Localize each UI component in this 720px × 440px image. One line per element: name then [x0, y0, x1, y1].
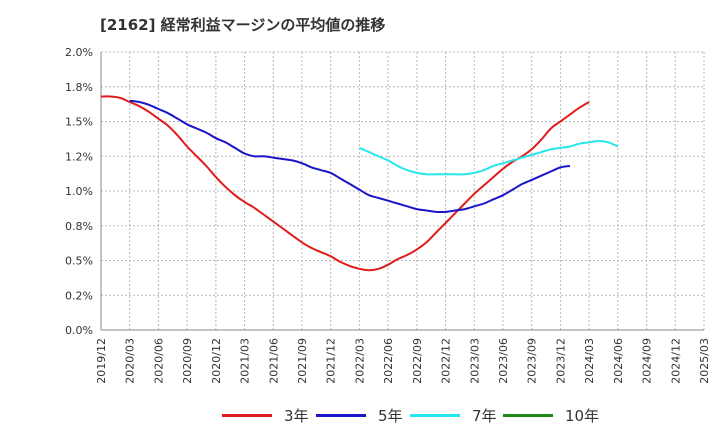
y-tick-label: 0.5%: [65, 255, 93, 268]
legend-swatch-7y: [410, 414, 460, 417]
legend-swatch-10y: [503, 414, 553, 417]
x-tick-label: 2021/03: [239, 338, 252, 384]
x-tick-label: 2024/03: [583, 338, 596, 384]
legend-swatch-3y: [222, 414, 272, 417]
x-tick-label: 2022/12: [440, 338, 453, 384]
x-tick-label: 2020/09: [181, 338, 194, 384]
x-tick-label: 2023/06: [497, 338, 510, 384]
legend-label-3y: 3年: [284, 407, 309, 425]
x-tick-label: 2020/03: [124, 338, 137, 384]
x-tick-label: 2024/06: [612, 338, 625, 384]
legend-swatch-5y: [316, 414, 366, 417]
y-tick-label: 1.0%: [65, 185, 93, 198]
legend-label-5y: 5年: [378, 407, 403, 425]
y-tick-label: 1.2%: [65, 150, 93, 163]
legend: 3年 5年 7年 10年: [0, 403, 720, 429]
y-tick-label: 0.2%: [65, 289, 93, 302]
x-tick-label: 2024/12: [669, 338, 682, 384]
chart-title: [2162] 経常利益マージンの平均値の推移: [100, 16, 386, 34]
y-tick-label: 1.5%: [65, 116, 93, 129]
series-line-1: [129, 99, 571, 214]
y-tick-label: 1.8%: [65, 81, 93, 94]
x-tick-label: 2023/12: [554, 338, 567, 384]
series-line-2: [358, 139, 619, 176]
x-tick-label: 2019/12: [95, 338, 108, 384]
legend-label-7y: 7年: [472, 407, 497, 425]
x-tick-label: 2020/12: [210, 338, 223, 384]
x-tick-label: 2022/03: [353, 338, 366, 384]
x-tick-label: 2021/12: [325, 338, 338, 384]
x-tick-label: 2023/09: [526, 338, 539, 384]
y-tick-label: 2.0%: [65, 46, 93, 59]
series-line-0: [100, 95, 590, 272]
x-tick-label: 2025/03: [698, 338, 711, 384]
x-tick-label: 2023/03: [468, 338, 481, 384]
x-tick-label: 2022/09: [411, 338, 424, 384]
x-tick-label: 2022/06: [382, 338, 395, 384]
x-tick-label: 2021/09: [296, 338, 309, 384]
x-tick-label: 2020/06: [152, 338, 165, 384]
x-tick-label: 2024/09: [641, 338, 654, 384]
y-tick-label: 0.0%: [65, 324, 93, 337]
legend-label-10y: 10年: [565, 407, 600, 425]
y-tick-label: 0.8%: [65, 220, 93, 233]
x-tick-label: 2021/06: [267, 338, 280, 384]
